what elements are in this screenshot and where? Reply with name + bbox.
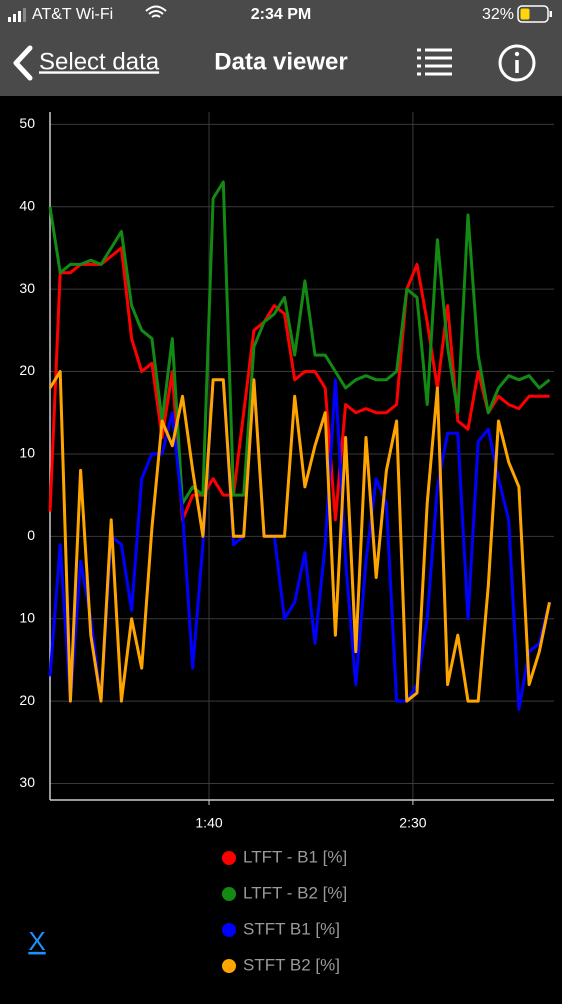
y-tick-label: 10: [19, 445, 35, 461]
series-line: [48, 370, 551, 703]
back-button[interactable]: Select data: [13, 45, 160, 81]
chart: 50 40 30 20 10 0 10 20 30 1:40 2:30 LTFT - B1 [%] LT…: [19, 112, 554, 974]
y-tick-label: 0: [27, 527, 35, 543]
legend-swatch: [222, 923, 236, 937]
y-tick-label: 40: [19, 197, 35, 213]
battery-icon: [517, 5, 552, 23]
carrier: AT&T Wi-Fi: [32, 6, 113, 23]
back-label[interactable]: Select data: [39, 48, 160, 75]
x-tick-label: 2:30: [399, 815, 426, 831]
x-button[interactable]: X: [28, 926, 45, 956]
series-line: [48, 246, 550, 522]
signal-icon: [8, 8, 26, 22]
time: 2:34 PM: [251, 6, 311, 23]
header-bg: [0, 0, 562, 96]
series-line: [48, 180, 551, 505]
y-tick-label: 20: [19, 692, 35, 708]
y-tick-label: 10: [19, 609, 35, 625]
y-tick-label: 50: [19, 115, 35, 131]
y-tick-label: 30: [19, 774, 35, 790]
nav-title: Data viewer: [214, 48, 347, 75]
battery-text: 32%: [482, 6, 514, 23]
legend-swatch: [222, 851, 236, 865]
y-tick-label: 30: [19, 280, 35, 296]
legend-swatch: [222, 959, 236, 973]
legend-label: LTFT - B1 [%]: [243, 847, 347, 866]
legend-label: STFT B1 [%]: [243, 919, 340, 938]
series-line: [48, 378, 551, 711]
legend-label: LTFT - B2 [%]: [243, 883, 347, 902]
legend-swatch: [222, 887, 236, 901]
info-icon[interactable]: [498, 44, 536, 82]
legend-label: STFT B2 [%]: [243, 955, 340, 974]
y-tick-label: 20: [19, 362, 35, 378]
list-icon[interactable]: [417, 48, 452, 76]
x-tick-label: 1:40: [195, 815, 222, 831]
wifi-icon: [145, 5, 167, 18]
